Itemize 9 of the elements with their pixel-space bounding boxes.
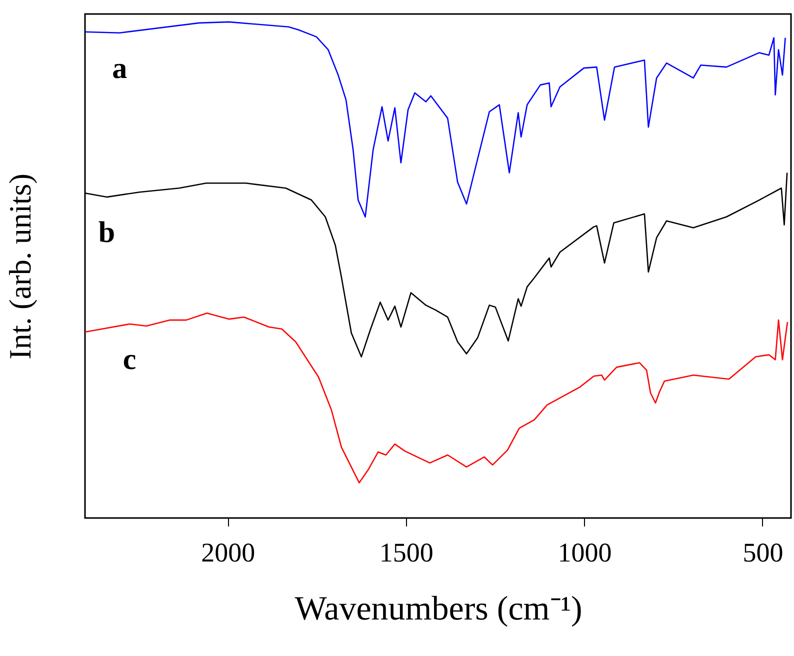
x-tick-label: 500 <box>742 538 784 568</box>
y-axis-title: Int. (arb. units) <box>2 174 38 360</box>
x-tick-label: 1000 <box>558 538 612 568</box>
x-tick-label: 2000 <box>201 538 256 568</box>
series-label: a <box>112 52 128 85</box>
x-axis-title: Wavenumbers (cm⁻¹) <box>294 590 582 628</box>
series-label: c <box>122 343 136 376</box>
series-label: b <box>98 216 116 250</box>
x-tick-label: 1500 <box>379 538 434 568</box>
